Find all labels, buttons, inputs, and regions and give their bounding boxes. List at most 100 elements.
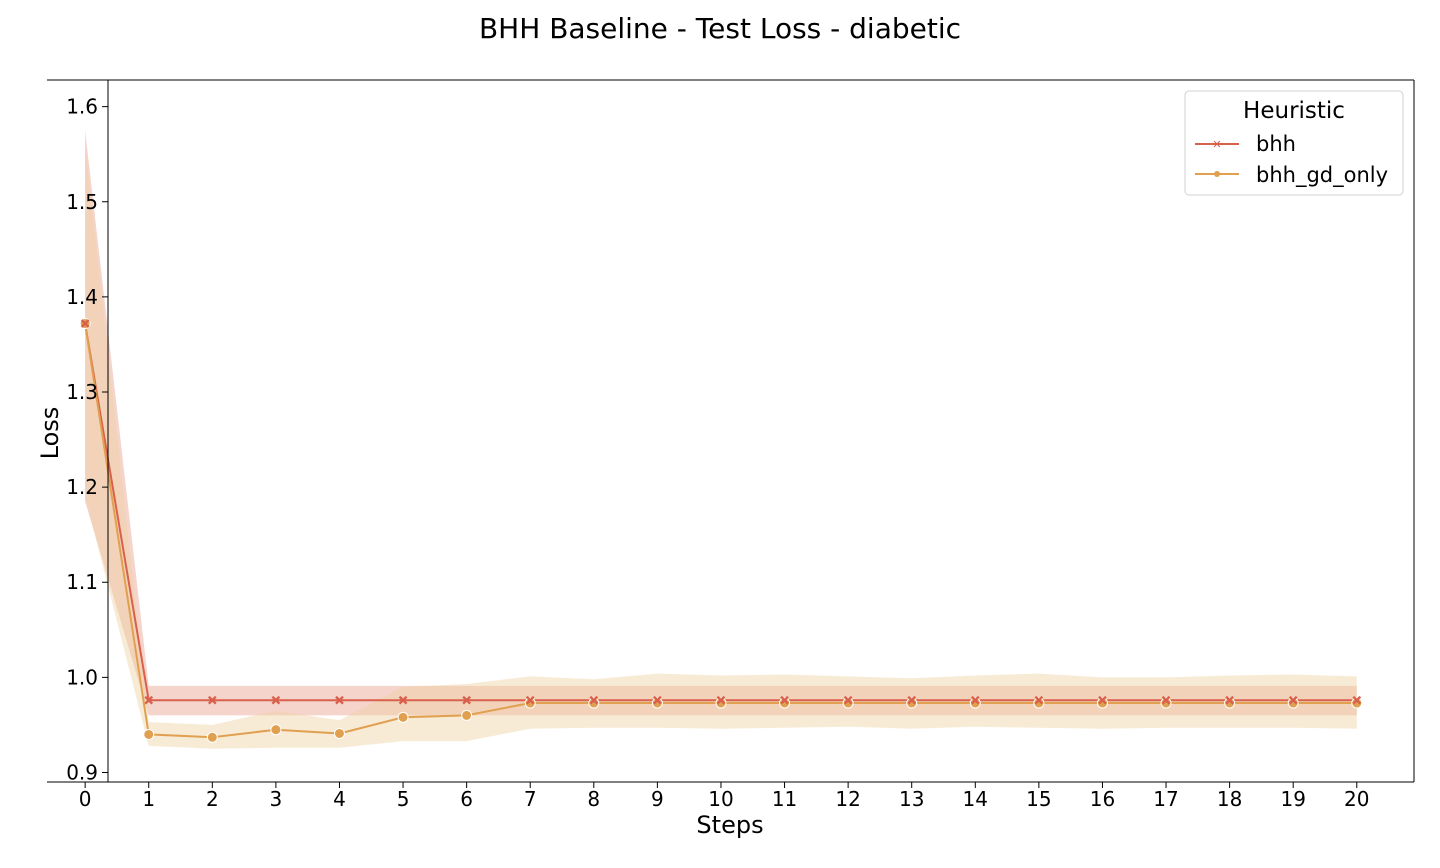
- point-stroke: [144, 695, 154, 705]
- y-tick-label: 1.0: [66, 665, 98, 689]
- y-tick-label: 1.6: [66, 95, 98, 119]
- point-bhh: [970, 695, 980, 705]
- point-bhh-gd-only: [842, 697, 854, 709]
- x-tick-label: 5: [397, 787, 410, 811]
- point-bhh: [1034, 695, 1044, 705]
- y-axis-label: Loss: [36, 407, 64, 460]
- x-tick-label: 13: [899, 787, 924, 811]
- legend-title: Heuristic: [1243, 98, 1345, 124]
- x-tick-label: 20: [1344, 787, 1369, 811]
- point-bhh-gd-only: [1096, 697, 1108, 709]
- point-bhh: [843, 695, 853, 705]
- point-bhh-gd-only: [1160, 697, 1172, 709]
- point-bhh: [780, 695, 789, 705]
- point-bhh-gd-only: [1351, 697, 1363, 709]
- point-bhh-gd-only: [1224, 697, 1236, 709]
- point-stroke: [398, 695, 408, 705]
- x-tick-label: 0: [79, 787, 92, 811]
- x-tick-label: 12: [835, 787, 860, 811]
- y-ticks: 0.9 1.0 1.1 1.2 1.3 1.4 1.5 1.6: [66, 95, 108, 784]
- point-bhh: [271, 695, 281, 705]
- line-bhh: [84, 323, 1357, 702]
- point-bhh-gd-only: [270, 724, 282, 736]
- legend-label-bhh: bhh: [1256, 132, 1296, 156]
- x-tick-label: 17: [1153, 787, 1178, 811]
- y-tick-label: 1.2: [66, 475, 98, 499]
- axes: [47, 79, 1415, 783]
- point-stroke: [207, 695, 217, 705]
- point-stroke: [780, 695, 789, 705]
- point-stroke: [1034, 695, 1044, 705]
- point-bhh: [144, 695, 154, 705]
- x-tick-label: 19: [1280, 787, 1305, 811]
- legend-label-bhh-gd-only: bhh_gd_only: [1256, 163, 1388, 188]
- y-tick-label: 0.9: [66, 760, 98, 784]
- x-tick-label: 11: [772, 787, 797, 811]
- point-stroke: [716, 695, 726, 705]
- x-axis-label: Steps: [696, 811, 763, 839]
- point-bhh-gd-only: [143, 728, 155, 740]
- point-stroke: [1098, 695, 1107, 705]
- point-bhh-gd-only: [906, 697, 918, 709]
- y-tick-label: 1.4: [66, 285, 98, 309]
- line-bhh-gd-only: [84, 323, 1357, 739]
- point-stroke: [907, 695, 917, 705]
- point-stroke: [1288, 695, 1298, 705]
- series-markers: [79, 318, 1363, 743]
- y-tick-label: 1.3: [66, 380, 98, 404]
- point-bhh: [907, 695, 917, 705]
- x-tick-label: 3: [270, 787, 283, 811]
- point-bhh-gd-only: [333, 727, 345, 739]
- x-tick-label: 4: [333, 787, 346, 811]
- legend-box: [1184, 90, 1404, 196]
- legend-marker-bhh-gd-only: [1214, 171, 1220, 177]
- point-bhh: [1352, 695, 1362, 705]
- point-bhh: [653, 695, 662, 705]
- point-bhh-gd-only: [206, 731, 218, 743]
- point-bhh: [1288, 695, 1298, 705]
- x-tick-label: 15: [1026, 787, 1051, 811]
- point-stroke: [589, 695, 599, 705]
- x-tick-label: 6: [460, 787, 473, 811]
- legend: Heuristic ✕ bhh bhh_gd_only: [1184, 90, 1404, 196]
- confidence-bands: [85, 130, 1357, 749]
- x-ticks: 0 1 2 3 4 5 6 7 8 9 10 11 12 13 14 15 16 17 18 19 20: [79, 782, 1370, 811]
- chart-title: BHH Baseline - Test Loss - diabetic: [478, 12, 962, 45]
- y-tick-label: 1.5: [66, 190, 98, 214]
- point-stroke: [970, 695, 980, 705]
- legend-marker-bhh: ✕: [1212, 138, 1221, 151]
- point-stroke: [525, 695, 535, 705]
- point-bhh: [398, 695, 408, 705]
- point-bhh-gd-only: [1033, 697, 1045, 709]
- point-bhh: [1098, 695, 1107, 705]
- x-tick-label: 14: [963, 787, 988, 811]
- point-bhh-gd-only: [461, 709, 473, 721]
- x-tick-label: 9: [651, 787, 664, 811]
- point-bhh-gd-only: [524, 697, 536, 709]
- x-tick-label: 18: [1217, 787, 1242, 811]
- point-stroke: [843, 695, 853, 705]
- point-stroke: [1352, 695, 1362, 705]
- x-tick-label: 2: [206, 787, 219, 811]
- point-bhh-gd-only: [397, 711, 409, 723]
- point-bhh: [335, 695, 344, 705]
- x-tick-label: 8: [587, 787, 600, 811]
- point-stroke: [80, 319, 90, 328]
- band-bhh: [85, 130, 1357, 716]
- point-bhh: [207, 695, 217, 705]
- point-bhh-gd-only: [715, 697, 727, 709]
- point-bhh: [716, 695, 726, 705]
- point-bhh: [1161, 695, 1171, 705]
- x-tick-label: 16: [1090, 787, 1115, 811]
- point-bhh-gd-only: [1287, 697, 1299, 709]
- point-bhh-gd-only: [779, 697, 791, 709]
- point-bhh: [80, 319, 90, 328]
- point-stroke: [271, 695, 281, 705]
- point-bhh-gd-only: [588, 697, 600, 709]
- point-stroke: [653, 695, 662, 705]
- point-bhh: [589, 695, 599, 705]
- x-tick-label: 10: [708, 787, 733, 811]
- x-tick-label: 1: [142, 787, 155, 811]
- point-bhh: [525, 695, 535, 705]
- band-bhh-gd-only: [85, 144, 1357, 749]
